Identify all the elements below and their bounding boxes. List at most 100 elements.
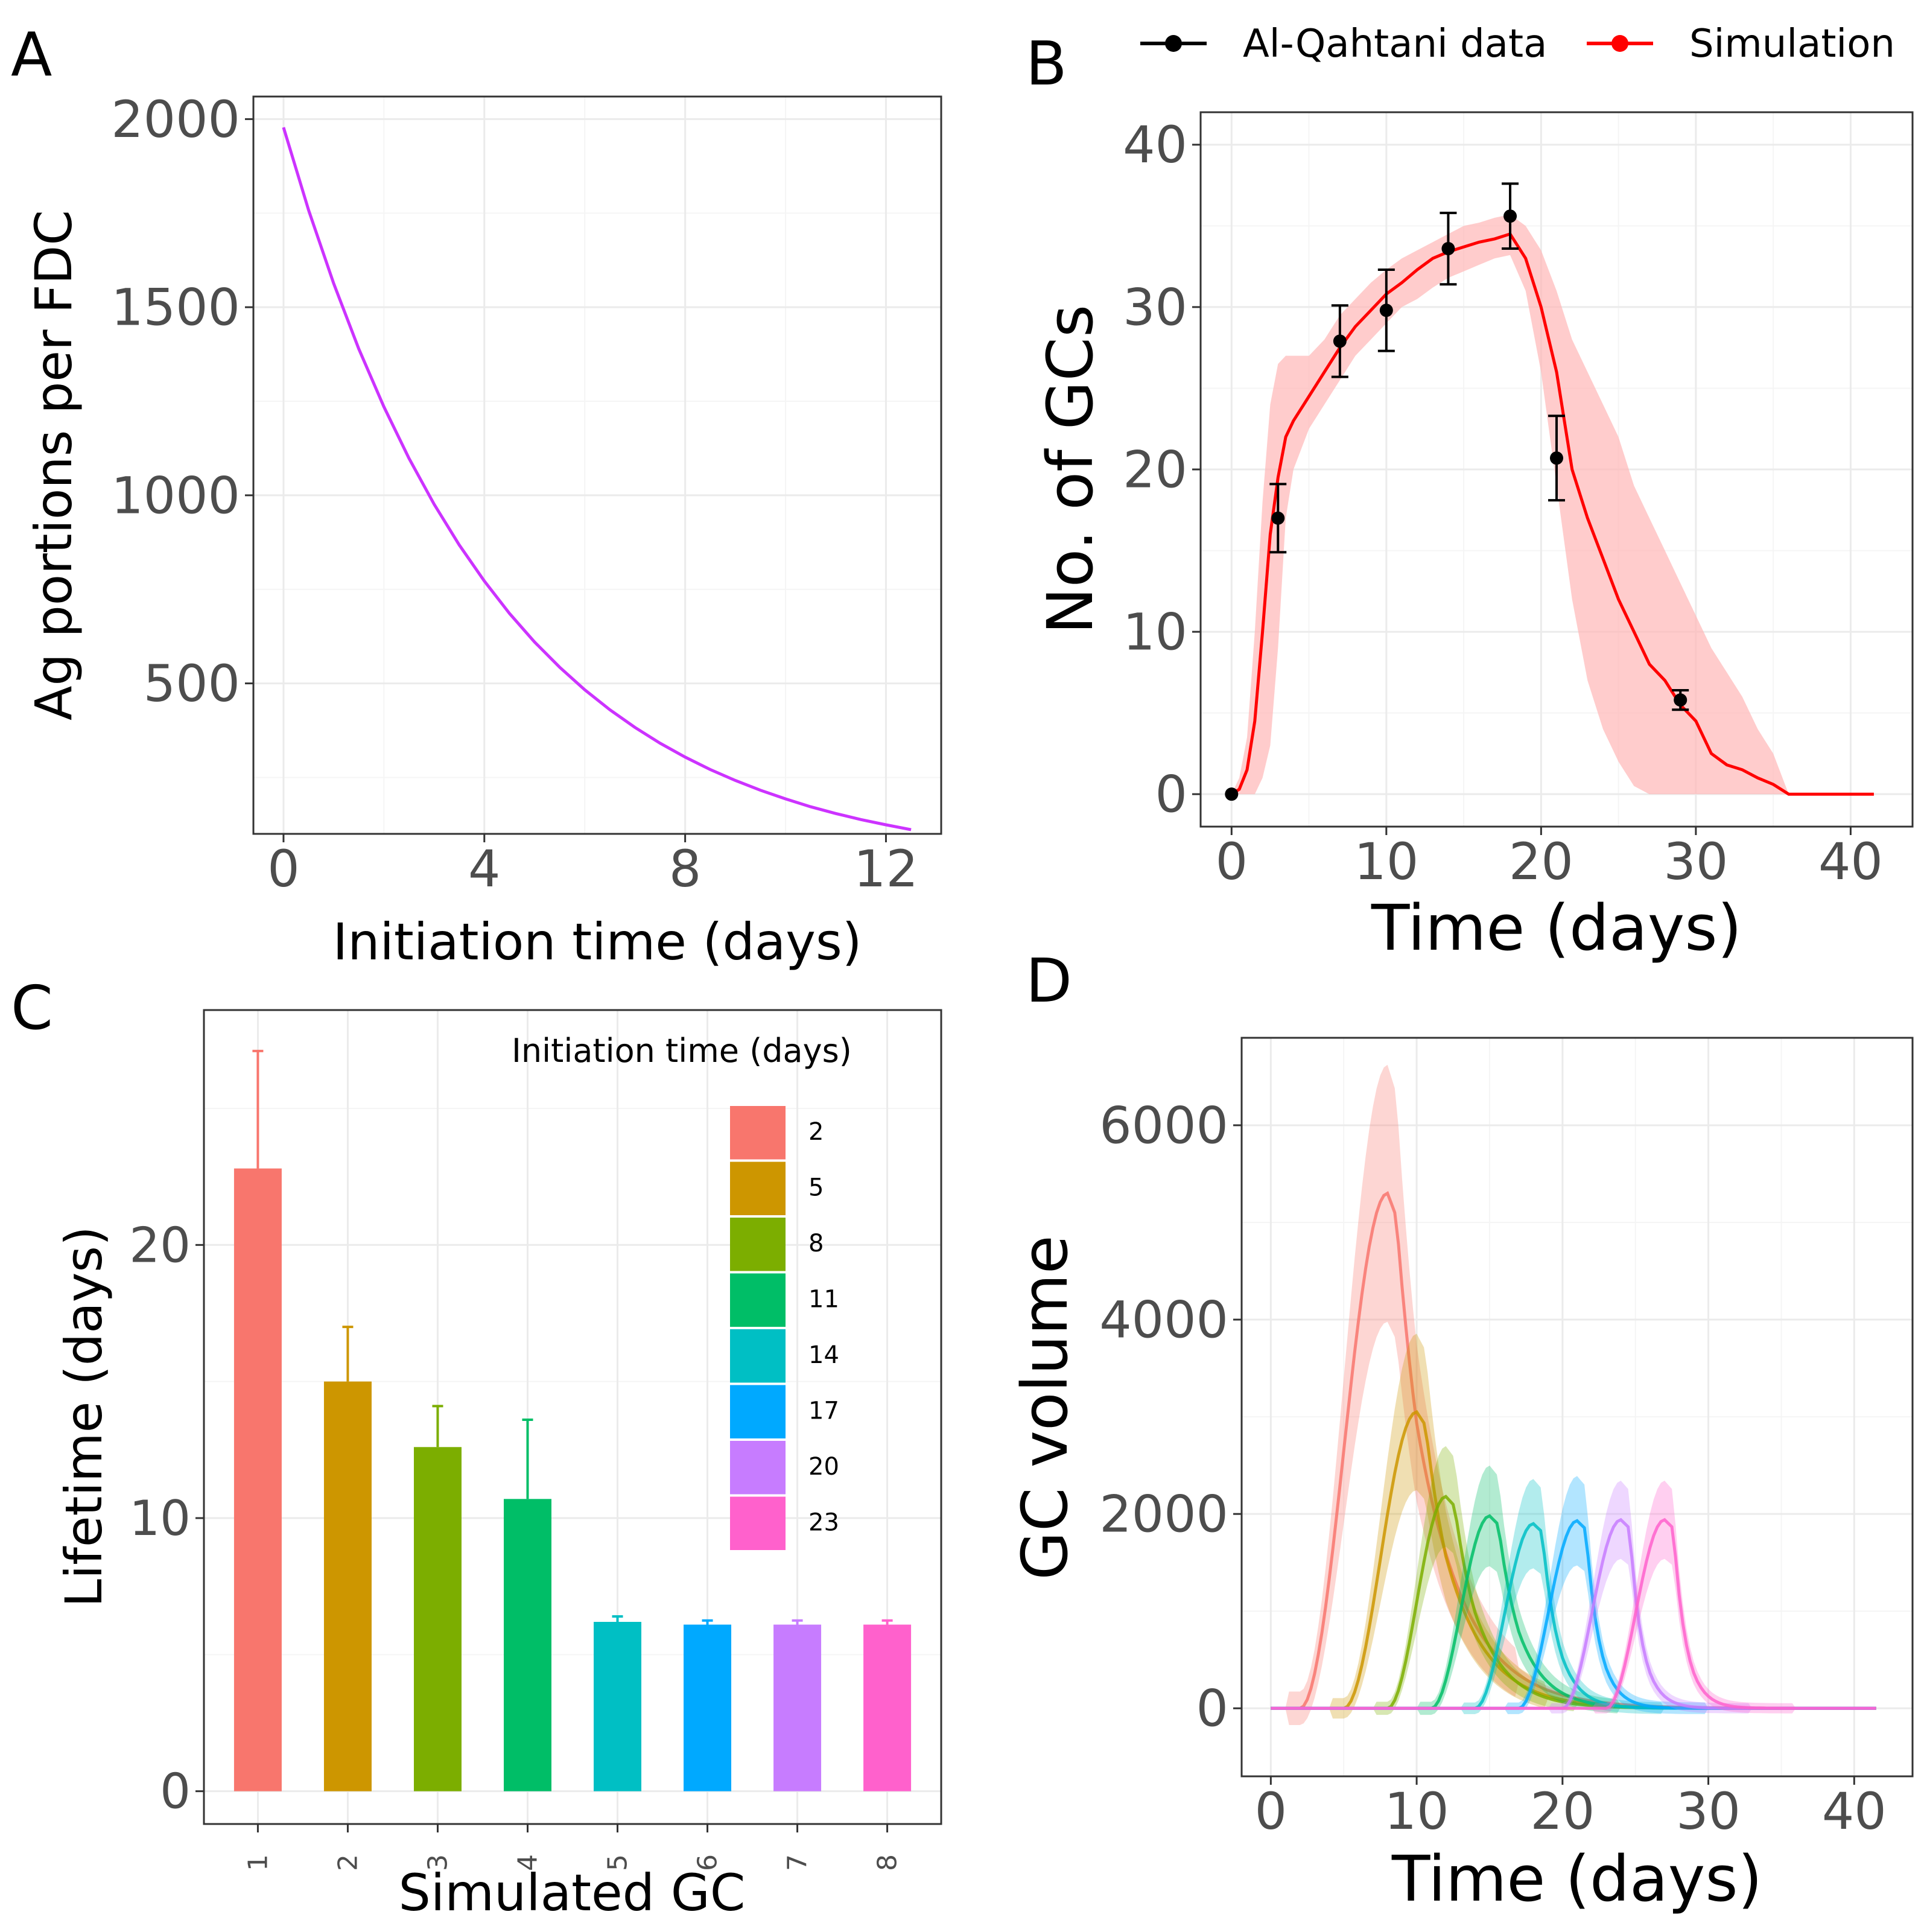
panel-a-x-tick-label: 8 (669, 839, 701, 898)
panel-c-bar (233, 1168, 282, 1791)
panel-d-border (1240, 1037, 1914, 1778)
panel-d-x-axis-title: Time (days) (1391, 1842, 1762, 1916)
panel-c-legend-label: 14 (808, 1341, 839, 1369)
panel-c-legend-label: 17 (808, 1397, 839, 1425)
panel-c-bar (323, 1381, 372, 1791)
panel-c-axes: 0 10 20 1 2 3 4 5 6 7 8 (129, 1217, 903, 1871)
panel-c: C 0 10 20 1 2 3 4 5 6 7 8 Initiation time (days) 2… (11, 973, 942, 1922)
panel-d-x-tick-label: 30 (1676, 1782, 1741, 1841)
panel-b-y-tick-label: 30 (1123, 278, 1187, 337)
panel-c-x-tick-label: 5 (603, 1854, 633, 1871)
panel-b-data-point (1441, 242, 1455, 256)
panel-b-data-point (1674, 693, 1687, 707)
panel-a-x-tick-label: 4 (468, 839, 500, 898)
panel-c-legend-label: 11 (808, 1286, 839, 1314)
panel-a-y-tick-label: 1000 (111, 466, 240, 525)
panel-c-legend-key (730, 1161, 786, 1215)
panel-a-y-tick-label: 2000 (111, 90, 240, 149)
panel-d-y-tick-label: 0 (1196, 1679, 1228, 1738)
panel-c-bar (413, 1447, 462, 1791)
panel-b-data-point (1271, 511, 1285, 525)
panel-c-y-axis-title: Lifetime (days) (54, 1226, 113, 1607)
panel-c-x-tick-label: 8 (872, 1854, 903, 1871)
legend-point-al-qahtani (1165, 35, 1182, 52)
panel-d-axes: 0 10 20 30 40 0 2000 4000 6000 (1099, 1096, 1887, 1841)
panel-c-y-tick-label: 20 (129, 1217, 191, 1273)
panel-d-y-tick-label: 6000 (1099, 1096, 1228, 1155)
panel-b-x-tick-label: 10 (1354, 832, 1418, 891)
panel-a-letter: A (11, 19, 52, 90)
panel-b-y-tick-label: 10 (1123, 602, 1187, 661)
panel-b-gridlines (1201, 112, 1913, 827)
panel-b-x-tick-label: 20 (1509, 832, 1573, 891)
panel-d-x-tick-label: 40 (1822, 1782, 1887, 1841)
panel-c-x-tick-label: 1 (243, 1854, 273, 1871)
panel-c-legend-key (730, 1218, 786, 1271)
panel-b: B Al-Qahtani data Simulation 0 10 20 30 40 0 1… (1026, 22, 1914, 965)
panel-c-legend-key (730, 1385, 786, 1438)
panel-c-x-tick-label: 6 (693, 1854, 723, 1871)
panel-b-data-point (1225, 787, 1239, 801)
panel-a-gridlines (253, 97, 941, 834)
panel-d-y-axis-title: GC volume (1008, 1235, 1082, 1580)
panel-a-border (252, 95, 942, 835)
panel-c-bar (594, 1622, 642, 1791)
panel-c-bar (503, 1499, 551, 1791)
panel-b-y-axis-title: No. of GCs (1033, 305, 1107, 634)
panel-a-y-tick-label: 500 (144, 654, 240, 713)
panel-a-x-axis-title: Initiation time (days) (333, 912, 862, 971)
panel-c-y-tick-label: 10 (129, 1490, 191, 1546)
panel-c-y-tick-label: 0 (160, 1764, 191, 1820)
panel-c-plot-area (233, 1049, 912, 1791)
panel-d-y-tick-label: 2000 (1099, 1485, 1228, 1544)
panel-c-bar (773, 1624, 822, 1791)
panel-a: A 0 4 8 12 500 1000 1500 2000 Initiation time (… (11, 19, 942, 971)
panel-b-data-point (1379, 303, 1393, 317)
panel-d-x-tick-label: 0 (1255, 1782, 1287, 1841)
panel-b-y-tick-label: 20 (1123, 440, 1187, 499)
legend-point-simulation (1611, 35, 1628, 52)
panel-a-x-tick-label: 12 (854, 839, 918, 898)
panel-a-y-axis-title: Ag portions per FDC (24, 210, 83, 720)
panel-c-x-tick-label: 2 (332, 1854, 363, 1871)
panel-a-x-tick-label: 0 (267, 839, 299, 898)
panel-c-legend-label: 5 (808, 1174, 824, 1202)
panel-a-plot-area (282, 127, 912, 831)
panel-c-x-tick-label: 7 (783, 1854, 813, 1871)
panel-b-x-tick-label: 30 (1663, 832, 1728, 891)
panel-c-legend-title: Initiation time (days) (512, 1032, 852, 1070)
panel-b-x-axis-title: Time (days) (1371, 891, 1742, 965)
panel-d: D 0 10 20 30 40 0 2000 4000 6000 Time (days) GC … (1008, 945, 1914, 1916)
panel-b-data-point (1503, 209, 1517, 223)
panel-d-x-tick-label: 20 (1530, 1782, 1595, 1841)
panel-c-legend-label: 8 (808, 1230, 824, 1257)
panel-b-y-tick-label: 40 (1123, 115, 1187, 174)
panel-b-x-tick-label: 0 (1216, 832, 1248, 891)
panel-c-x-tick-label: 4 (512, 1854, 543, 1871)
panel-c-legend-key (730, 1496, 786, 1550)
panel-b-simulation-line (1230, 232, 1874, 796)
panel-b-data-point (1550, 451, 1563, 465)
panel-d-letter: D (1026, 945, 1072, 1016)
panel-c-legend: Initiation time (days) 2 5 8 11 14 17 20 23 (512, 1032, 852, 1550)
panel-b-letter: B (1026, 28, 1067, 99)
panel-d-line-gc-23 (1271, 1517, 1876, 1710)
panel-a-axes: 0 4 8 12 500 1000 1500 2000 (111, 90, 918, 898)
panel-c-legend-label: 2 (808, 1118, 824, 1146)
panel-b-plot-area (1225, 182, 1874, 801)
panel-c-bar (684, 1624, 732, 1791)
legend-label-simulation: Simulation (1689, 22, 1895, 66)
panel-d-y-tick-label: 4000 (1099, 1290, 1228, 1349)
panel-a-y-tick-label: 1500 (111, 278, 240, 337)
panel-d-band-gc-5 (1271, 1333, 1876, 1719)
panel-c-letter: C (11, 973, 53, 1043)
panel-c-x-tick-label: 3 (422, 1854, 453, 1871)
panel-c-border (203, 1009, 942, 1825)
legend-label-al-qahtani: Al-Qahtani data (1243, 22, 1547, 66)
panel-c-legend-key (730, 1106, 786, 1160)
panel-d-band-gc-2 (1271, 1064, 1876, 1725)
panel-a-decay-curve (282, 127, 912, 831)
panel-c-legend-label: 20 (808, 1453, 839, 1481)
panel-b-legend: Al-Qahtani data Simulation (1140, 22, 1895, 66)
